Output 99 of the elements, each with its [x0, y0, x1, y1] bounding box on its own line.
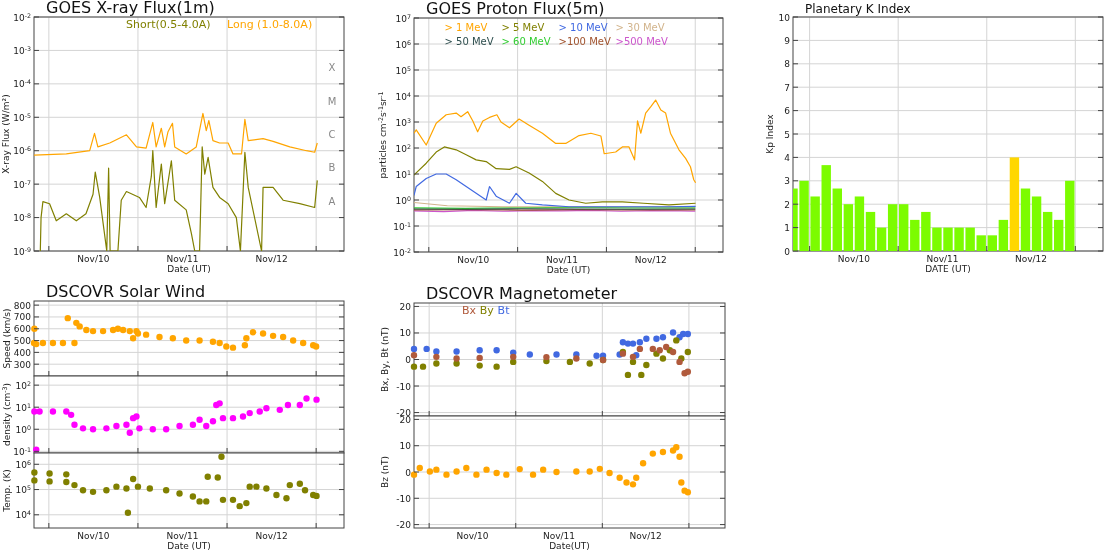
- y-tick-label: -20: [396, 520, 412, 531]
- x-tick-label: Nov/11: [926, 254, 959, 264]
- y-axis-title: Bz (nT): [380, 456, 390, 488]
- y-tick-label: 7: [784, 82, 790, 93]
- y-tick-label: 10$^{0}$: [15, 423, 31, 435]
- y-tick-label: 9: [784, 35, 791, 46]
- y-tick-label: 600: [13, 324, 32, 335]
- y-tick-label: 5: [784, 129, 790, 140]
- y-tick-label: 10$^{3}$: [395, 116, 411, 128]
- text: >500 MeV: [615, 36, 668, 47]
- text: Bt: [497, 304, 511, 317]
- x-axis-title: Date (UT): [546, 265, 591, 275]
- y-tick-label: 10$^{5}$: [395, 64, 411, 76]
- x-tick-label: Nov/11: [166, 531, 199, 541]
- x-tick-label: Nov/12: [255, 531, 288, 541]
- y-tick-label: 10$^{-5}$: [13, 111, 31, 123]
- y-axis-title: Temp. (K): [2, 469, 12, 513]
- x-tick-label: Nov/12: [634, 255, 667, 265]
- chart-title: GOES Proton Flux(5m): [426, 0, 605, 18]
- y-tick-label: 0: [405, 467, 412, 478]
- annotation: M: [327, 95, 337, 107]
- annotation: B: [328, 162, 336, 174]
- y-tick-label: 10$^{4}$: [395, 90, 411, 102]
- y-axis-title: Bx, By, Bt (nT): [380, 326, 390, 393]
- y-tick-label: 4: [784, 152, 791, 163]
- y-tick-label: 10: [778, 12, 791, 23]
- y-axis-title: Speed (km/s): [2, 308, 12, 369]
- y-tick-label: 6: [784, 106, 791, 117]
- y-tick-label: 10$^{-3}$: [13, 44, 31, 56]
- y-tick-label: 10$^{-6}$: [13, 144, 31, 157]
- y-tick-label: 500: [13, 336, 32, 347]
- y-tick-label: 10: [399, 328, 412, 339]
- y-tick-label: 400: [13, 347, 32, 358]
- y-tick-label: 20: [399, 301, 412, 312]
- y-tick-label: 10$^{2}$: [395, 142, 411, 154]
- x-tick-label: Nov/10: [456, 531, 489, 541]
- x-axis-title: Date(UT): [549, 541, 590, 551]
- y-tick-label: 10$^{6}$: [15, 458, 31, 470]
- text: > 60 MeV: [501, 36, 551, 47]
- text: > 50 MeV: [444, 36, 494, 47]
- y-tick-label: 10$^{-1}$: [393, 220, 411, 232]
- y-tick-label: 10$^{6}$: [395, 38, 411, 50]
- text: Bx: [462, 304, 477, 317]
- chart-title: DSCOVR Solar Wind: [46, 282, 206, 301]
- annotation: A: [328, 195, 336, 207]
- annotation: X: [328, 62, 336, 74]
- y-tick-label: 10$^{-1}$: [13, 445, 31, 457]
- y-tick-label: 300: [13, 359, 32, 370]
- y-tick-label: 10$^{-2}$: [393, 246, 411, 258]
- text: Short(0.5-4.0A): [126, 18, 211, 31]
- y-tick-label: 10$^{-2}$: [13, 11, 31, 23]
- y-tick-label: -10: [396, 381, 412, 392]
- x-tick-label: Nov/10: [77, 254, 110, 264]
- text: Long (1.0-8.0A): [227, 18, 313, 31]
- x-tick-label: Nov/10: [77, 531, 110, 541]
- text: By: [479, 304, 495, 317]
- x-tick-label: Nov/12: [629, 531, 662, 541]
- y-tick-label: 10$^{0}$: [395, 194, 411, 206]
- y-tick-label: 10$^{-4}$: [13, 77, 31, 90]
- x-axis-title: DATE (UT): [925, 264, 971, 274]
- y-tick-label: 10: [399, 441, 412, 452]
- text: > 1 MeV: [444, 22, 488, 33]
- y-tick-label: 10$^{7}$: [395, 12, 411, 24]
- y-tick-label: -10: [396, 493, 412, 504]
- text: >100 MeV: [558, 36, 611, 47]
- y-tick-label: 10$^{5}$: [15, 483, 31, 496]
- x-tick-label: Nov/12: [255, 254, 288, 264]
- chart-title: GOES X-ray Flux(1m): [46, 0, 215, 17]
- chart-title: Planetary K Index: [805, 2, 911, 16]
- y-tick-label: 3: [784, 176, 790, 187]
- y-tick-label: 0: [784, 246, 791, 257]
- x-axis-title: Date (UT): [167, 541, 211, 551]
- y-tick-label: 10$^{1}$: [15, 401, 31, 413]
- x-tick-label: Nov/10: [457, 255, 490, 265]
- x-tick-label: Nov/11: [545, 255, 579, 265]
- x-axis-title: Date (UT): [167, 264, 211, 274]
- text: > 10 MeV: [558, 22, 608, 33]
- text: > 30 MeV: [615, 22, 665, 33]
- text: > 5 MeV: [501, 22, 545, 33]
- y-axis-title: Kp Index: [765, 113, 775, 154]
- x-tick-label: Nov/11: [543, 531, 576, 541]
- y-tick-label: 1: [784, 223, 790, 234]
- y-tick-label: 10$^{-9}$: [13, 245, 31, 257]
- y-tick-label: 2: [784, 199, 790, 210]
- y-tick-label: 0: [405, 355, 412, 365]
- y-tick-label: 800: [13, 300, 32, 311]
- y-axis-title: X-ray Flux (W/m²): [1, 94, 11, 174]
- chart-title: DSCOVR Magnetometer: [426, 284, 618, 303]
- y-tick-label: 10$^{-7}$: [13, 178, 31, 190]
- y-tick-label: 10$^{1}$: [395, 168, 411, 180]
- annotation: C: [328, 129, 336, 140]
- x-tick-label: Nov/11: [166, 254, 199, 264]
- x-tick-label: Nov/10: [837, 254, 871, 264]
- y-tick-label: 10$^{2}$: [15, 379, 31, 391]
- y-tick-label: 700: [13, 312, 32, 323]
- x-tick-label: Nov/12: [1015, 254, 1048, 264]
- y-tick-label: 10$^{4}$: [15, 508, 31, 521]
- y-tick-label: 8: [784, 59, 791, 70]
- y-tick-label: 10$^{-8}$: [13, 211, 31, 224]
